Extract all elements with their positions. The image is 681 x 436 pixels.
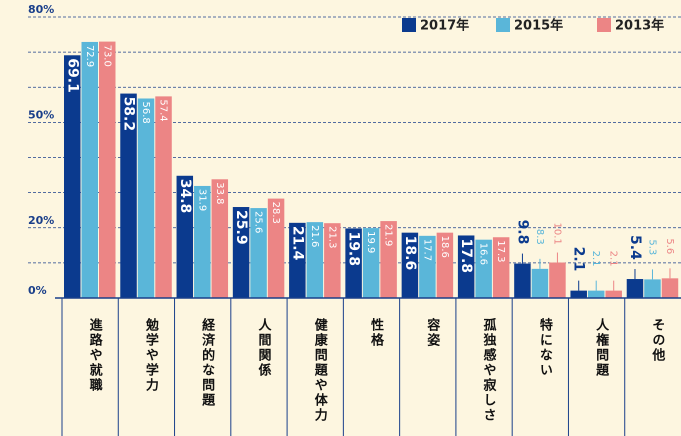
value-label: 10.1 <box>551 223 562 245</box>
value-label: 72.9 <box>84 45 95 67</box>
x-tick-label: 健康問題や体力 <box>312 317 328 423</box>
x-tick-label: 容姿 <box>424 317 441 348</box>
x-tick-label: 特にない <box>537 317 553 378</box>
value-label: 9.8 <box>514 220 530 245</box>
value-label: 21.4 <box>289 226 305 261</box>
bar <box>380 221 397 298</box>
bar <box>362 228 380 298</box>
value-label: 21.6 <box>309 225 320 247</box>
value-label: 25.6 <box>253 211 264 233</box>
legend-label: 2015年 <box>514 18 563 34</box>
value-label: 2.1 <box>571 247 587 272</box>
value-label: 33.8 <box>214 182 225 204</box>
bar <box>549 262 566 298</box>
bar <box>120 93 137 298</box>
x-tick-label: 勉学や学力 <box>143 317 160 393</box>
value-label: 17.7 <box>421 239 432 261</box>
bar <box>587 290 605 298</box>
bar <box>605 290 622 298</box>
legend-label: 2017年 <box>420 18 469 34</box>
bar <box>401 232 419 298</box>
legend-swatch <box>496 18 510 32</box>
bar <box>457 235 475 298</box>
value-label: 28.3 <box>270 202 281 224</box>
bar <box>99 41 116 299</box>
bar <box>514 263 531 298</box>
value-label: 69.1 <box>64 58 80 93</box>
x-tick-label: 孤独感や寂しさ <box>481 317 497 423</box>
bar <box>211 179 229 298</box>
value-label: 17.8 <box>458 238 474 273</box>
x-tick-label: 経済的な問題 <box>199 317 215 408</box>
bar <box>81 41 98 298</box>
legend-label: 2013年 <box>615 18 664 34</box>
bar <box>644 279 661 298</box>
bar <box>137 98 155 299</box>
bar <box>345 228 362 298</box>
bar <box>232 207 250 298</box>
bar <box>324 223 341 298</box>
value-label: 73.0 <box>101 45 112 67</box>
value-label: 2.1 <box>590 251 601 267</box>
value-label: 19.8 <box>346 231 362 266</box>
legend-swatch <box>402 18 416 32</box>
value-label: 16.6 <box>478 243 489 265</box>
bar <box>267 198 285 298</box>
bar <box>531 268 549 298</box>
y-tick-label: 0% <box>28 284 47 297</box>
bar <box>306 222 324 298</box>
x-tick-label: その他 <box>649 318 666 363</box>
value-label: 5.4 <box>627 235 643 260</box>
bar <box>155 96 172 298</box>
value-label: 58.2 <box>121 97 137 132</box>
bar <box>250 208 267 298</box>
x-tick-label: 進路や就職 <box>87 317 103 393</box>
value-label: 56.8 <box>140 101 151 123</box>
y-tick-label: 80% <box>28 3 54 16</box>
bar <box>419 235 436 298</box>
value-label: 31.9 <box>196 189 207 211</box>
bar <box>475 239 492 298</box>
value-label: 57.4 <box>158 99 169 121</box>
bar <box>492 237 510 298</box>
legend-swatch <box>597 18 611 32</box>
bar <box>436 232 454 298</box>
bar <box>570 290 587 298</box>
bar <box>176 175 194 298</box>
y-tick-label: 50% <box>28 108 54 121</box>
x-tick-label: 人間関係 <box>255 317 271 378</box>
value-label: 17.3 <box>495 240 506 262</box>
value-label: 18.6 <box>439 236 450 258</box>
bar <box>289 222 306 298</box>
value-label: 25.9 <box>233 210 249 245</box>
x-tick-label: 性格 <box>368 317 384 348</box>
bar <box>64 55 81 298</box>
value-label: 2.1 <box>608 251 619 267</box>
y-tick-label: 20% <box>28 214 54 227</box>
bar <box>661 278 679 298</box>
bar <box>194 185 211 298</box>
bar <box>626 279 644 298</box>
value-label: 8.3 <box>534 229 545 245</box>
value-label: 21.3 <box>326 226 337 248</box>
value-label: 21.9 <box>383 224 394 246</box>
value-label: 19.9 <box>365 231 376 253</box>
x-tick-label: 人権問題 <box>593 317 609 378</box>
value-label: 5.3 <box>646 239 657 255</box>
value-label: 5.6 <box>664 238 675 254</box>
value-label: 18.6 <box>402 236 418 271</box>
value-label: 34.8 <box>177 179 193 214</box>
